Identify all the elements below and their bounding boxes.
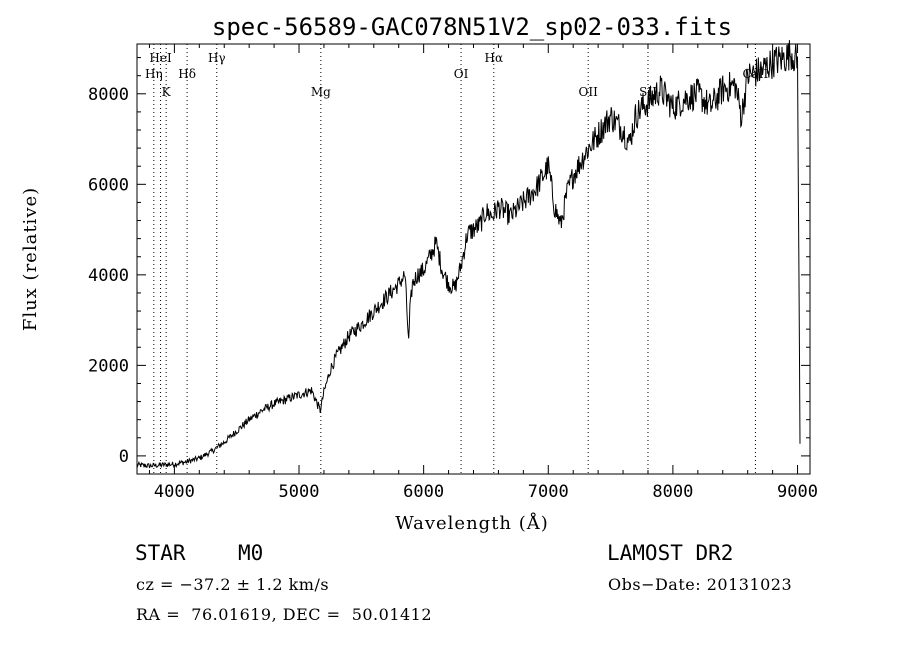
spectral-line-label: Mg bbox=[311, 85, 331, 99]
x-tick-label: 8000 bbox=[652, 482, 693, 502]
plot-frame bbox=[136, 43, 811, 475]
spectral-line-label: HeI bbox=[149, 51, 172, 65]
spectral-line-label: Hγ bbox=[208, 51, 226, 65]
spectral-line-label: OI bbox=[454, 67, 469, 81]
y-axis-label: Flux (relative) bbox=[20, 187, 41, 331]
y-tick-label: 0 bbox=[119, 447, 129, 467]
subclass: M0 bbox=[238, 541, 264, 565]
redshift-readout: cz = −37.2 ± 1.2 km/s bbox=[136, 575, 330, 594]
x-ticks: 4000 5000 6000 7000 8000 9000 bbox=[148, 44, 818, 502]
spectral-line-label: Hδ bbox=[178, 67, 196, 81]
x-tick-label: 4000 bbox=[154, 482, 195, 502]
spectral-line-label: K bbox=[162, 85, 172, 99]
ra-dec-readout: RA = 76.01619, DEC = 50.01412 bbox=[136, 605, 433, 624]
x-tick-label: 6000 bbox=[403, 482, 444, 502]
spectral-line-label: Hα bbox=[485, 51, 504, 65]
y-tick-label: 6000 bbox=[88, 175, 129, 195]
y-ticks: 0 2000 4000 6000 8000 bbox=[88, 57, 810, 475]
chart-title: spec-56589-GAC078N51V2_sp02-033.fits bbox=[212, 13, 732, 41]
annotation-lines bbox=[153, 44, 756, 474]
y-tick-label: 8000 bbox=[88, 85, 129, 105]
obs-date: Obs−Date: 20131023 bbox=[608, 575, 793, 594]
survey-name: LAMOST DR2 bbox=[607, 541, 734, 565]
spectral-line-label: OII bbox=[578, 85, 598, 99]
y-tick-label: 4000 bbox=[88, 266, 129, 286]
x-axis-label: Wavelength (Å) bbox=[395, 512, 549, 534]
object-type: STAR bbox=[135, 541, 186, 565]
x-tick-label: 9000 bbox=[777, 482, 818, 502]
spectrum-line bbox=[136, 40, 801, 469]
spectral-line-label: Hη bbox=[145, 67, 163, 81]
y-tick-label: 2000 bbox=[88, 356, 129, 376]
x-tick-label: 5000 bbox=[279, 482, 320, 502]
x-tick-label: 7000 bbox=[528, 482, 569, 502]
